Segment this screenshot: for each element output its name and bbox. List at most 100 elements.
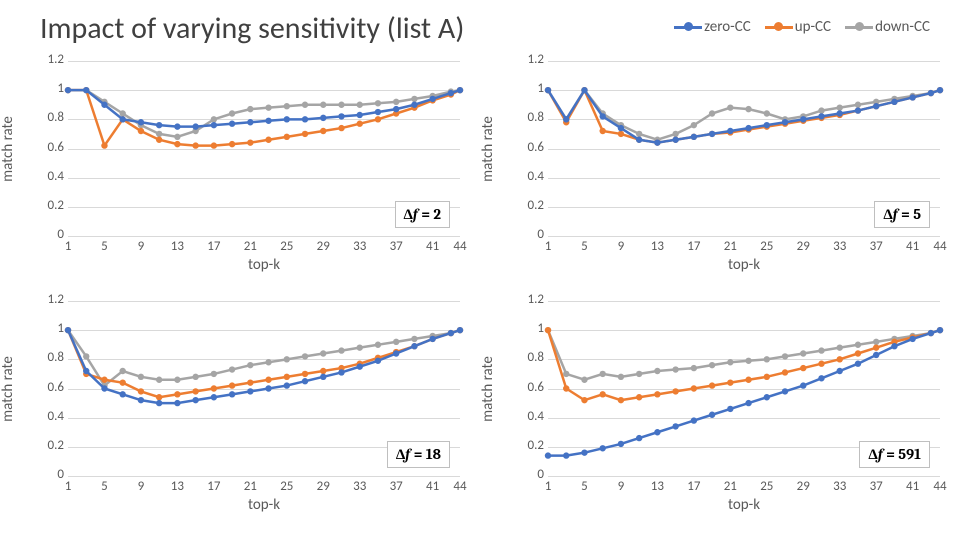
series-marker-down <box>411 96 417 102</box>
series-marker-down <box>745 106 751 112</box>
series-marker-up <box>229 141 235 147</box>
series-marker-down <box>119 110 125 116</box>
series-marker-down <box>265 359 271 365</box>
series-marker-down <box>393 99 399 105</box>
series-marker-up <box>138 388 144 394</box>
series-marker-zero <box>338 113 344 119</box>
series-marker-zero <box>229 391 235 397</box>
series-marker-zero <box>457 327 463 333</box>
series-marker-down <box>357 344 363 350</box>
series-marker-zero <box>563 452 569 458</box>
series-marker-zero <box>855 107 861 113</box>
series-marker-down <box>320 102 326 108</box>
series-marker-up <box>618 131 624 137</box>
series-marker-down <box>764 110 770 116</box>
series-marker-zero <box>727 406 733 412</box>
series-marker-up <box>211 142 217 148</box>
series-marker-down <box>247 362 253 368</box>
series-marker-zero <box>83 87 89 93</box>
series-marker-zero <box>818 375 824 381</box>
chart-panel-3: 00.20.40.60.811.2159131721252933374144ma… <box>480 296 960 536</box>
series-marker-down <box>284 103 290 109</box>
series-marker-down <box>411 336 417 342</box>
series-marker-zero <box>654 139 660 145</box>
series-marker-down <box>229 366 235 372</box>
series-marker-up <box>156 137 162 143</box>
series-marker-zero <box>837 110 843 116</box>
series-marker-down <box>284 356 290 362</box>
series-marker-up <box>618 397 624 403</box>
series-marker-down <box>247 106 253 112</box>
series-marker-up <box>837 356 843 362</box>
delta-f-badge: Δf = 18 <box>387 441 450 468</box>
legend: zero-CC up-CC down-CC <box>674 18 930 36</box>
series-marker-up <box>764 374 770 380</box>
series-marker-zero <box>691 417 697 423</box>
series-marker-up <box>800 365 806 371</box>
series-marker-zero <box>709 412 715 418</box>
series-marker-up <box>192 388 198 394</box>
series-marker-zero <box>800 382 806 388</box>
series-marker-up <box>320 368 326 374</box>
series-line-down <box>548 330 940 380</box>
series-marker-zero <box>174 123 180 129</box>
series-marker-zero <box>837 368 843 374</box>
series-marker-up <box>818 361 824 367</box>
series-marker-down <box>563 371 569 377</box>
series-marker-zero <box>320 115 326 121</box>
series-marker-zero <box>818 113 824 119</box>
series-marker-zero <box>545 87 551 93</box>
series-marker-zero <box>211 394 217 400</box>
series-marker-down <box>709 110 715 116</box>
chart-grid: 00.20.40.60.811.2159131721252933374144ma… <box>0 56 960 536</box>
series-marker-up <box>654 391 660 397</box>
series-marker-zero <box>618 125 624 131</box>
series-marker-up <box>101 142 107 148</box>
series-marker-up <box>156 394 162 400</box>
series-marker-down <box>654 368 660 374</box>
series-marker-zero <box>174 400 180 406</box>
legend-label: up-CC <box>795 18 831 36</box>
series-marker-up <box>855 350 861 356</box>
series-marker-zero <box>909 336 915 342</box>
series-marker-up <box>247 379 253 385</box>
series-marker-down <box>672 131 678 137</box>
chart-svg <box>0 56 480 296</box>
series-marker-down <box>818 107 824 113</box>
series-marker-down <box>375 342 381 348</box>
legend-item-zero: zero-CC <box>674 18 751 36</box>
series-marker-zero <box>909 94 915 100</box>
series-marker-zero <box>247 388 253 394</box>
series-marker-zero <box>357 363 363 369</box>
series-marker-up <box>691 385 697 391</box>
series-marker-zero <box>357 112 363 118</box>
series-marker-zero <box>448 90 454 96</box>
chart-svg <box>480 56 960 296</box>
series-marker-zero <box>636 137 642 143</box>
legend-label: zero-CC <box>704 18 751 36</box>
series-marker-down <box>855 102 861 108</box>
series-marker-zero <box>411 343 417 349</box>
series-marker-up <box>192 142 198 148</box>
series-marker-zero <box>855 361 861 367</box>
series-marker-up <box>636 394 642 400</box>
series-marker-zero <box>284 116 290 122</box>
series-marker-down <box>837 104 843 110</box>
series-marker-down <box>636 131 642 137</box>
series-marker-zero <box>636 435 642 441</box>
series-marker-down <box>691 365 697 371</box>
series-marker-up <box>599 391 605 397</box>
series-line-up <box>68 90 460 145</box>
series-marker-zero <box>891 343 897 349</box>
series-marker-up <box>320 128 326 134</box>
chart-panel-1: 00.20.40.60.811.2159131721252933374144ma… <box>480 56 960 296</box>
series-marker-zero <box>411 102 417 108</box>
series-marker-down <box>818 347 824 353</box>
series-marker-up <box>229 382 235 388</box>
delta-f-badge: Δf = 591 <box>859 441 930 468</box>
series-marker-zero <box>618 441 624 447</box>
series-marker-up <box>599 128 605 134</box>
series-marker-up <box>284 134 290 140</box>
delta-f-badge: Δf = 2 <box>395 201 451 228</box>
series-marker-zero <box>937 327 943 333</box>
